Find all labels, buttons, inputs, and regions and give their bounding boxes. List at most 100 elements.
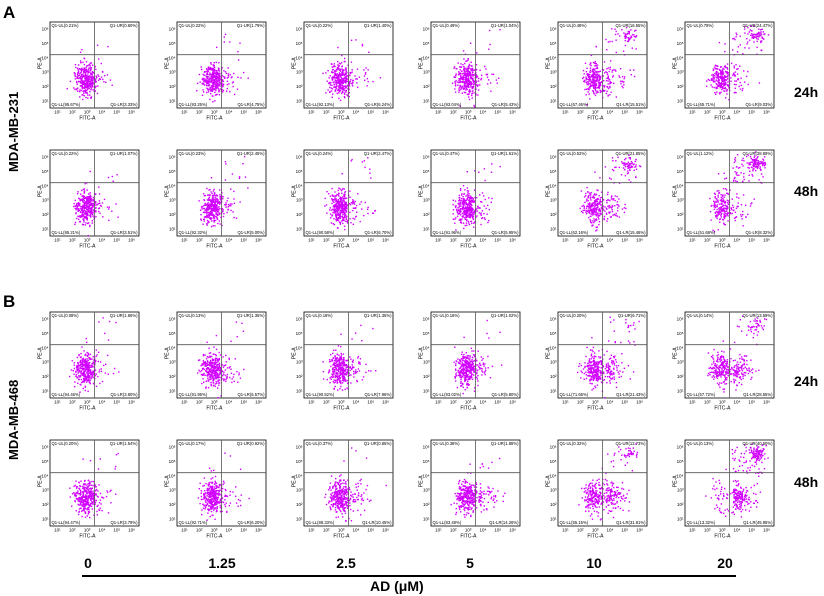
y-tick-label: 10⁵ xyxy=(423,331,430,336)
x-tick-label: 10⁵ xyxy=(621,528,628,533)
x-tick-label: 10¹ xyxy=(308,400,315,405)
concentration-label-4: 10 xyxy=(586,555,602,571)
y-tick-label: 10³ xyxy=(423,70,430,75)
quadrant-ll-label: Q1-LL(92.13%) xyxy=(306,102,335,107)
quadrant-ur-label: Q1-UR(1.61%) xyxy=(491,151,519,156)
x-tick-label: 10⁴ xyxy=(479,528,486,533)
y-tick-label: 10⁴ xyxy=(42,345,49,350)
y-tick-label: 10¹ xyxy=(677,516,684,521)
y-tick-label: 10² xyxy=(550,374,557,379)
event-dots xyxy=(709,151,767,233)
plot-x-axis-label: FITC-A xyxy=(206,534,223,540)
plot-y-axis-label: PE-A xyxy=(165,347,171,359)
quadrant-ll-label: Q1-LL(93.25%) xyxy=(179,102,208,107)
x-tick-label: 10⁵ xyxy=(748,400,755,405)
x-tick-label: 10² xyxy=(577,238,584,243)
plot-y-axis-label: PE-A xyxy=(419,475,425,487)
quadrant-ul-label: Q1-UL(0.16%) xyxy=(433,313,461,318)
y-tick-label: 10⁶ xyxy=(550,317,557,322)
y-tick-label: 10⁶ xyxy=(677,317,684,322)
x-tick-label: 10¹ xyxy=(435,528,442,533)
x-tick-label: 10² xyxy=(196,400,203,405)
y-tick-label: 10¹ xyxy=(42,516,49,521)
x-tick-label: 10¹ xyxy=(689,400,696,405)
event-dots xyxy=(707,315,768,393)
quadrant-ul-label: Q1-UL(0.22%) xyxy=(306,23,334,28)
x-tick-label: 10⁴ xyxy=(225,400,232,405)
x-tick-label: 10² xyxy=(69,400,76,405)
x-tick-label: 10⁵ xyxy=(621,238,628,243)
plot-y-axis-label: PE-A xyxy=(165,185,171,197)
y-tick-label: 10² xyxy=(677,212,684,217)
concentration-axis-line xyxy=(82,575,736,577)
x-tick-label: 10⁵ xyxy=(367,238,374,243)
quadrant-ll-label: Q1-LL(94.47%) xyxy=(52,520,81,525)
y-tick-label: 10⁴ xyxy=(423,55,430,60)
x-tick-label: 10² xyxy=(196,110,203,115)
quadrant-ul-label: Q1-UL(0.49%) xyxy=(433,23,461,28)
y-tick-label: 10⁴ xyxy=(169,183,176,188)
plot-x-axis-label: FITC-A xyxy=(333,534,350,540)
y-tick-label: 10⁴ xyxy=(296,473,303,478)
x-tick-label: 10⁶ xyxy=(636,110,643,115)
plot-y-axis-label: PE-A xyxy=(292,475,298,487)
x-tick-label: 10⁴ xyxy=(352,400,359,405)
y-tick-label: 10⁴ xyxy=(677,345,684,350)
y-tick-label: 10⁴ xyxy=(550,473,557,478)
scatter-plot-mda-mb-231-48h-0: Q1-UL(0.22%) Q1-UR(1.07%) Q1-LL(95.21%) Q1-… xyxy=(38,149,140,250)
plot-x-axis-label: FITC-A xyxy=(460,116,477,122)
y-tick-label: 10⁵ xyxy=(169,169,176,174)
event-dots xyxy=(69,452,119,519)
y-tick-label: 10² xyxy=(550,84,557,89)
y-tick-label: 10⁵ xyxy=(677,41,684,46)
y-tick-label: 10⁴ xyxy=(423,473,430,478)
y-tick-label: 10³ xyxy=(42,198,49,203)
x-tick-label: 10⁴ xyxy=(479,110,486,115)
plot-y-axis-label: PE-A xyxy=(546,475,552,487)
x-tick-label: 10³ xyxy=(465,528,472,533)
y-tick-label: 10² xyxy=(423,374,430,379)
event-dots xyxy=(197,321,245,399)
quadrant-lr-label: Q1-LR(5.95%) xyxy=(492,230,520,235)
cell-line-label-b: MDA-MB-468 xyxy=(6,379,21,460)
plot-x-axis-label: FITC-A xyxy=(587,406,604,412)
y-tick-label: 10⁶ xyxy=(423,445,430,450)
y-tick-label: 10⁶ xyxy=(423,27,430,32)
plot-x-axis-label: FITC-A xyxy=(714,406,731,412)
x-tick-label: 10⁶ xyxy=(128,528,135,533)
y-tick-label: 10⁶ xyxy=(42,155,49,160)
y-tick-label: 10⁴ xyxy=(296,183,303,188)
y-tick-label: 10³ xyxy=(550,198,557,203)
quadrant-ur-label: Q1-UR(1.66%) xyxy=(110,313,138,318)
plot-y-axis-label: PE-A xyxy=(38,347,44,359)
x-tick-label: 10¹ xyxy=(435,110,442,115)
event-dots xyxy=(197,452,250,521)
x-tick-label: 10⁵ xyxy=(367,400,374,405)
quadrant-lr-label: Q1-LR(21.43%) xyxy=(616,392,646,397)
x-tick-label: 10³ xyxy=(211,238,218,243)
x-tick-label: 10³ xyxy=(338,400,345,405)
x-tick-label: 10⁶ xyxy=(636,238,643,243)
y-tick-label: 10³ xyxy=(42,70,49,75)
y-tick-label: 10¹ xyxy=(42,388,49,393)
quadrant-ll-label: Q1-LL(57.72%) xyxy=(687,392,716,397)
x-tick-label: 10³ xyxy=(338,528,345,533)
y-tick-label: 10⁶ xyxy=(169,27,176,32)
quadrant-ur-label: Q1-UR(21.85%) xyxy=(615,151,646,156)
concentration-label-3: 5 xyxy=(466,555,474,571)
y-tick-label: 10³ xyxy=(677,360,684,365)
quadrant-ll-label: Q1-LL(51.68%) xyxy=(687,230,716,235)
x-tick-label: 10⁴ xyxy=(225,528,232,533)
plot-x-axis-label: FITC-A xyxy=(333,406,350,412)
x-tick-label: 10⁵ xyxy=(240,400,247,405)
event-dots xyxy=(453,319,503,395)
plot-x-axis-label: FITC-A xyxy=(206,406,223,412)
plot-y-axis-label: PE-A xyxy=(419,347,425,359)
y-tick-label: 10⁴ xyxy=(550,183,557,188)
x-tick-label: 10⁶ xyxy=(509,238,516,243)
event-dots xyxy=(578,443,639,521)
y-tick-label: 10³ xyxy=(423,488,430,493)
plot-x-axis-label: FITC-A xyxy=(79,244,96,250)
quadrant-ll-label: Q1-LL(91.95%) xyxy=(179,392,208,397)
y-tick-label: 10² xyxy=(42,84,49,89)
